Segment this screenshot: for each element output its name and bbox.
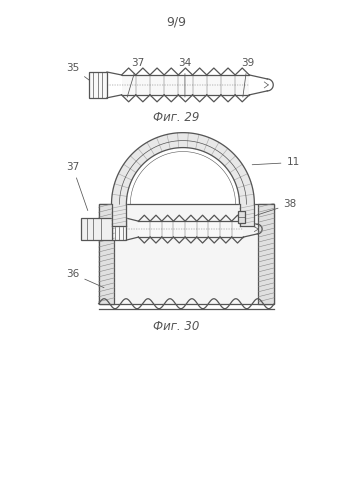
Bar [89,72,107,98]
Polygon shape [112,133,255,204]
Bar [112,218,126,240]
Bar [98,204,114,304]
Bar [98,204,274,304]
Text: 38: 38 [253,199,297,217]
Bar [258,204,274,304]
Bar [81,218,112,240]
Text: 35: 35 [66,63,89,80]
Text: 39: 39 [241,58,254,97]
Bar [238,211,245,223]
Bar [138,221,243,237]
Text: 34: 34 [178,58,192,97]
Text: 37: 37 [127,58,144,97]
Text: Фиг. 29: Фиг. 29 [153,111,199,124]
Text: 11: 11 [252,158,300,168]
Text: 36: 36 [66,269,104,287]
Text: 9/9: 9/9 [166,16,186,29]
Bar [121,75,249,95]
Text: 37: 37 [66,163,88,211]
Text: Фиг. 30: Фиг. 30 [153,320,199,333]
